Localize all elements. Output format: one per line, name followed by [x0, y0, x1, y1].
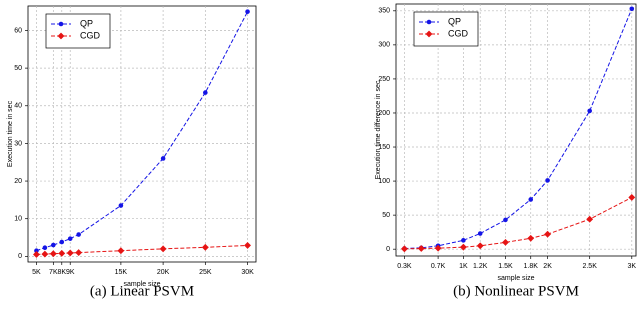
marker: [203, 90, 208, 95]
marker: [459, 243, 467, 251]
x-tick-label: 15K: [115, 269, 128, 276]
marker: [49, 250, 57, 258]
marker: [425, 30, 433, 38]
legend-box: [45, 13, 111, 49]
marker: [629, 6, 635, 12]
marker: [417, 245, 425, 252]
marker: [502, 238, 509, 246]
y-axis-label: Execution time in sec: [7, 100, 14, 167]
y-tick-label: 50: [14, 65, 22, 72]
y-tick-label: 10: [14, 216, 22, 223]
x-tick-label: 1.2K: [473, 263, 488, 270]
y-tick-label: 300: [378, 42, 390, 49]
marker: [51, 242, 56, 248]
marker: [41, 250, 49, 258]
x-axis-label: sample size: [498, 275, 535, 282]
x-tick-label: 8K: [57, 269, 66, 276]
marker: [117, 247, 125, 255]
x-tick-label: 1.8K: [524, 263, 539, 270]
x-tick-label: 3K: [628, 263, 637, 270]
marker: [76, 232, 81, 237]
y-tick-label: 60: [14, 27, 22, 34]
marker: [58, 249, 66, 257]
marker: [400, 245, 408, 253]
marker: [244, 242, 251, 249]
marker: [434, 244, 442, 252]
marker: [201, 243, 209, 251]
marker: [527, 234, 535, 242]
marker: [59, 239, 65, 245]
marker: [66, 249, 74, 257]
y-tick-label: 350: [378, 8, 390, 15]
series-line: [36, 244, 248, 255]
y-tick-label: 200: [378, 110, 390, 117]
x-tick-label: 0.7K: [431, 263, 446, 270]
series-line: [36, 11, 248, 252]
x-tick-label: 30K: [241, 269, 254, 276]
marker: [245, 9, 250, 14]
y-tick-label: 50: [382, 212, 390, 219]
marker: [58, 21, 64, 27]
marker: [477, 231, 483, 236]
x-tick-label: 0.3K: [397, 263, 412, 270]
marker: [544, 230, 552, 238]
x-tick-label: 2.5K: [582, 263, 597, 270]
x-tick-label: 25K: [199, 269, 212, 276]
x-tick-label: 1.5K: [498, 263, 513, 270]
marker: [159, 245, 167, 253]
y-tick-label: 0: [386, 246, 390, 253]
marker: [75, 249, 83, 257]
y-tick-label: 20: [14, 178, 22, 185]
marker: [160, 156, 166, 161]
legend-label: CGD: [448, 28, 469, 38]
x-axis-label: sample size: [124, 281, 161, 288]
legend-label: QP: [80, 18, 93, 28]
y-tick-label: 0: [18, 253, 22, 260]
marker: [426, 19, 432, 25]
marker: [586, 215, 594, 223]
legend-label: CGD: [80, 30, 101, 40]
series-line: [404, 196, 633, 250]
y-tick-label: 150: [378, 144, 390, 151]
y-axis-label: Execution time difference in sec: [375, 80, 382, 179]
marker: [67, 236, 73, 241]
series-line: [404, 8, 633, 250]
marker: [476, 242, 484, 250]
y-tick-label: 30: [14, 140, 22, 147]
y-tick-label: 100: [378, 178, 390, 185]
marker: [33, 251, 40, 258]
caption: (b) Nonlinear PSVM: [453, 283, 579, 299]
marker: [118, 203, 124, 208]
plot-frame: [395, 3, 637, 257]
marker: [628, 194, 636, 201]
x-tick-label: 1K: [459, 263, 468, 270]
marker: [57, 32, 65, 40]
x-tick-label: 20K: [157, 269, 170, 276]
x-tick-label: 9K: [66, 269, 75, 276]
y-tick-label: 40: [14, 103, 22, 110]
legend-box: [413, 11, 479, 47]
marker: [545, 178, 550, 183]
x-tick-label: 7K: [49, 269, 58, 276]
legend-label: QP: [448, 16, 461, 26]
marker: [528, 197, 534, 202]
x-tick-label: 2K: [543, 263, 552, 270]
marker: [587, 108, 592, 114]
y-tick-label: 250: [378, 76, 390, 83]
marker: [503, 217, 508, 223]
marker: [461, 238, 466, 243]
caption: (a) Linear PSVM: [90, 283, 194, 299]
marker: [42, 245, 48, 250]
plot-frame: [27, 5, 257, 263]
marker: [34, 248, 39, 254]
x-tick-label: 5K: [32, 269, 41, 276]
